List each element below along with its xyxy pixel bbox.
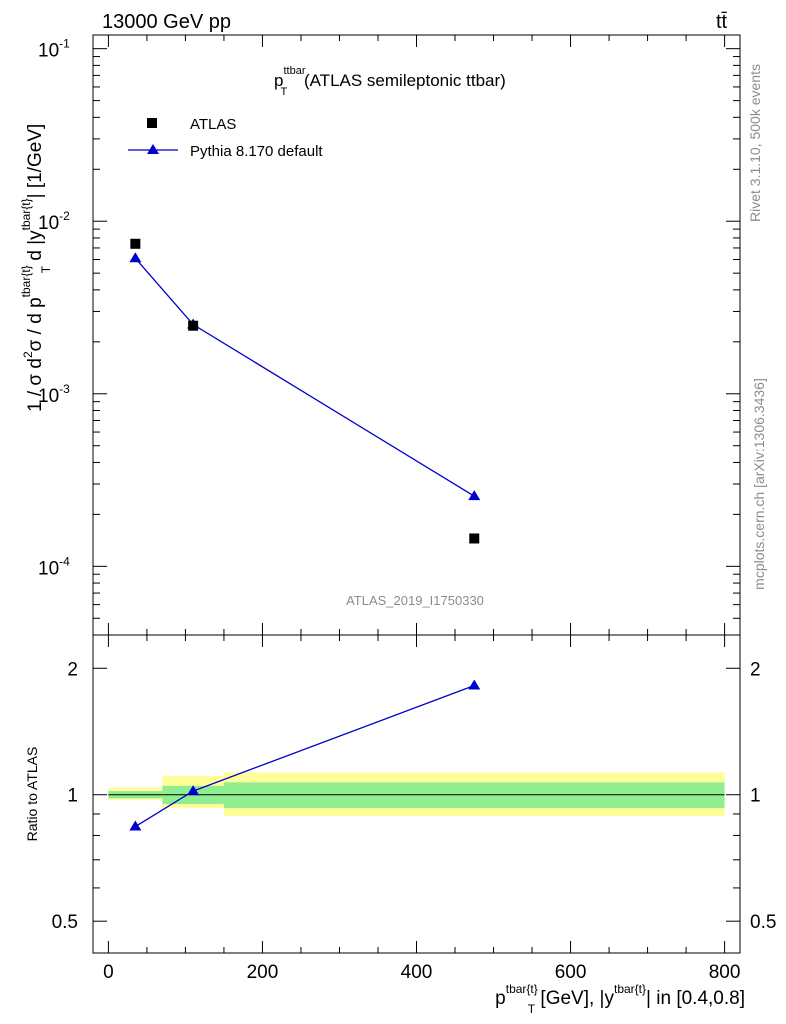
pythia-ratio-point [468,679,481,690]
legend: ATLAS Pythia 8.170 default [128,116,323,160]
atlas-point [188,320,199,331]
pythia-ratio-point [129,820,142,831]
x-tick-label: 600 [555,962,587,983]
rivet-label: Rivet 3.1.10, 500k events [747,64,763,222]
legend-pythia-marker [147,144,159,154]
pythia-point [129,252,142,263]
x-axis-label: ptbar{t} T [GeV], |ytbar{t}| in [0.4,0.8] [495,982,745,1016]
main-y-tick-label: 10-2 [38,209,70,234]
legend-atlas-marker [147,118,157,128]
x-tick-label: 400 [401,962,433,983]
ratio-uncertainty-bands [108,772,725,816]
legend-atlas-label: ATLAS [190,116,236,133]
atlas-point [469,533,480,544]
legend-pythia-label: Pythia 8.170 default [190,143,323,160]
ratio-y-tick-label-left: 2 [67,659,78,680]
x-tick-label: 800 [709,962,741,983]
ratio-y-tick-label-right: 2 [750,659,761,680]
plot-title: pttbar T (ATLAS semileptonic ttbar) [274,65,506,98]
main-data-layer [129,238,481,544]
atlas-point [130,238,141,249]
pythia-point [468,490,481,501]
ratio-y-axis-label: Ratio to ATLAS [24,747,40,842]
analysis-watermark: ATLAS_2019_I1750330 [346,593,484,608]
title-rest: (ATLAS semileptonic ttbar) [299,71,506,90]
title-sub: T [280,86,287,98]
axis-tick-labels: 0 200 400 600 800 10-4 10-3 10-2 10-1 0.5 0.5 1 1 2 2 [38,37,776,983]
ratio-y-tick-label-right: 1 [750,786,761,807]
title-main: p [274,71,283,90]
main-y-tick-label: 10-1 [38,37,70,62]
pythia-line [134,257,475,497]
ratio-data-layer [129,679,481,831]
mcplots-label: mcplots.cern.ch [arXiv:1306.3436] [751,378,767,590]
x-tick-label: 0 [103,962,114,983]
main-y-tick-label: 10-4 [38,554,70,579]
process-label: tt̄ [716,11,728,33]
ratio-y-tick-label-left: 0.5 [52,912,78,933]
title-sup: ttbar [283,65,305,77]
axis-ticks [93,35,740,953]
energy-label: 13000 GeV pp [102,11,231,33]
pythia-ratio-point [187,785,200,796]
main-y-tick-label: 10-3 [38,382,70,407]
x-tick-label: 200 [247,962,279,983]
main-y-axis-label: 1 / σ d2σ / d ptbar{t} T d |ytbar{t}| [1/… [19,124,53,412]
ratio-y-tick-label-right: 0.5 [750,912,776,933]
ratio-y-tick-label-left: 1 [67,786,78,807]
